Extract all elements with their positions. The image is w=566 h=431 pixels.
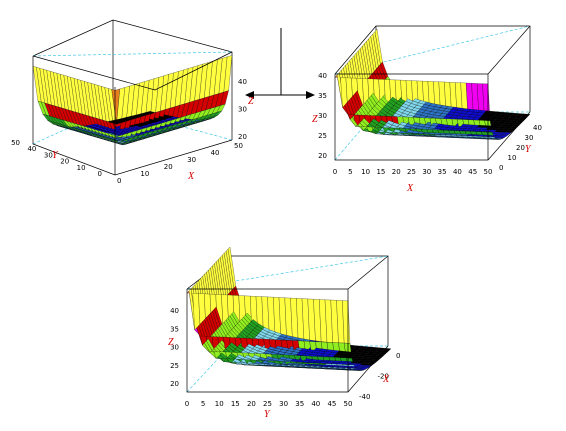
plot3-z-tick-label: 40: [170, 307, 179, 315]
plot1-y-tick-label: 0: [98, 170, 102, 178]
plot2-x-tick-label: 15: [376, 168, 385, 176]
plot2-x-tick-label: 10: [361, 168, 370, 176]
plot1-y-tick-label: 50: [11, 139, 20, 147]
plot3-y-tick-label: 15: [231, 400, 240, 408]
plot1-x-tick-label: 10: [140, 170, 149, 178]
plot2-x-tick-label: 50: [484, 168, 493, 176]
plot2-surface: [334, 29, 531, 140]
surface-plot-bottom: 0-20-40 0 5 10 15 20 25 30 35 40 45 50 2025303540 …: [168, 246, 400, 420]
plot3-y-ticks: 0 5 10 15 20 25 30 35 40 45 50: [185, 400, 353, 408]
plot2-x-tick-label: 35: [438, 168, 447, 176]
plot3-z-tick-label: 35: [170, 325, 179, 333]
plot2-z-tick-label: 35: [318, 92, 327, 100]
plot3-y-axis-title: Y: [264, 409, 271, 420]
surface-facet: [492, 138, 501, 140]
surface-plot-top-left: 0 10 20 30 40 50 0 10 20 30 40 50 20 30 40 X Y Z: [11, 19, 254, 185]
plot2-x-tick-label: 30: [422, 168, 431, 176]
plot1-y-tick-label: 20: [60, 158, 69, 166]
plot1-z-tick-label: 30: [238, 106, 247, 114]
plot3-y-tick-label: 30: [279, 400, 288, 408]
plot2-z-ticks: 20 25 30 35 40: [318, 72, 327, 160]
plot2-x-ticks: 0 5 10 15 20 25 30 35 40 45 50: [333, 168, 493, 176]
plot1-y-tick-label: 10: [77, 164, 86, 172]
plot2-y-axis-title: Y: [525, 144, 532, 155]
plot3-x-axis-title: X: [382, 374, 390, 385]
plot3-z-tick-label: 30: [170, 344, 179, 352]
plot1-y-tick-label: 40: [27, 145, 36, 153]
plot1-z-ticks: 20 30 40: [238, 78, 247, 141]
plot2-y-tick-label: 0: [499, 164, 503, 172]
plot1-z-tick-label: 20: [238, 133, 247, 141]
plot1-x-ticks: 0 10 20 30 40 50: [117, 142, 243, 185]
plot1-x-tick-label: 20: [164, 163, 173, 171]
plot2-y-tick-label: 20: [516, 144, 525, 152]
plot1-z-axis-title: Z: [248, 96, 254, 107]
plot3-y-tick-label: 25: [263, 400, 272, 408]
plot3-y-tick-label: 50: [344, 400, 353, 408]
plot3-surface: [186, 246, 392, 371]
plot3-z-tick-label: 20: [170, 380, 179, 388]
plot2-x-tick-label: 20: [392, 168, 401, 176]
plot2-x-tick-label: 0: [333, 168, 337, 176]
plot1-y-axis-title: Y: [52, 150, 59, 161]
plot3-y-tick-label: 20: [247, 400, 256, 408]
plot3-x-ticks: 0 -20 -40: [359, 352, 400, 401]
plot2-x-tick-label: 5: [348, 168, 352, 176]
plot2-box-front: [334, 25, 531, 161]
plot3-x-tick-label: -40: [359, 393, 370, 401]
plot2-z-axis-title: Z: [312, 114, 318, 125]
plot3-z-axis-title: Z: [168, 337, 174, 348]
plot3-y-tick-label: 0: [185, 400, 189, 408]
plot3-y-tick-label: 40: [311, 400, 320, 408]
plot2-z-tick-label: 40: [318, 72, 327, 80]
plot1-y-tick-label: 30: [44, 151, 53, 159]
arrow-right-icon: [306, 91, 315, 99]
surface-facet: [118, 143, 128, 145]
plot3-z-tick-label: 25: [170, 362, 179, 370]
plot1-x-tick-label: 40: [211, 149, 220, 157]
plot2-y-tick-label: 40: [533, 124, 542, 132]
plot3-y-tick-label: 5: [201, 400, 205, 408]
plot2-z-tick-label: 25: [318, 132, 327, 140]
plot2-y-tick-label: 10: [508, 154, 517, 162]
plot1-box-front: [32, 51, 233, 176]
plot1-surface: [32, 55, 233, 145]
plot3-z-ticks: 20 25 30 35 40: [170, 307, 179, 388]
plot3-x-tick-label: 0: [396, 352, 400, 360]
plot1-x-tick-label: 50: [234, 142, 243, 150]
plot1-z-tick-label: 40: [238, 78, 247, 86]
arrow-left-icon: [245, 91, 254, 99]
plot1-x-tick-label: 30: [187, 156, 196, 164]
plot2-x-tick-label: 45: [468, 168, 477, 176]
plot2-z-tick-label: 20: [318, 152, 327, 160]
plot3-box-front: [186, 255, 389, 393]
plot2-x-tick-label: 25: [407, 168, 416, 176]
plot3-x-tick-label: -20: [378, 373, 389, 381]
plot2-y-tick-label: 30: [525, 134, 534, 142]
plot1-x-tick-label: 0: [117, 177, 121, 185]
plot2-x-axis-title: X: [406, 183, 414, 194]
plot1-x-axis-title: X: [187, 171, 195, 182]
plot3-y-tick-label: 35: [295, 400, 304, 408]
plot2-z-tick-label: 30: [318, 112, 327, 120]
plot1-y-ticks: 0 10 20 30 40 50: [11, 139, 102, 178]
plot3-y-tick-label: 10: [215, 400, 224, 408]
plot3-y-tick-label: 45: [327, 400, 336, 408]
rotation-arrows[interactable]: [245, 28, 315, 99]
plot2-x-tick-label: 40: [453, 168, 462, 176]
